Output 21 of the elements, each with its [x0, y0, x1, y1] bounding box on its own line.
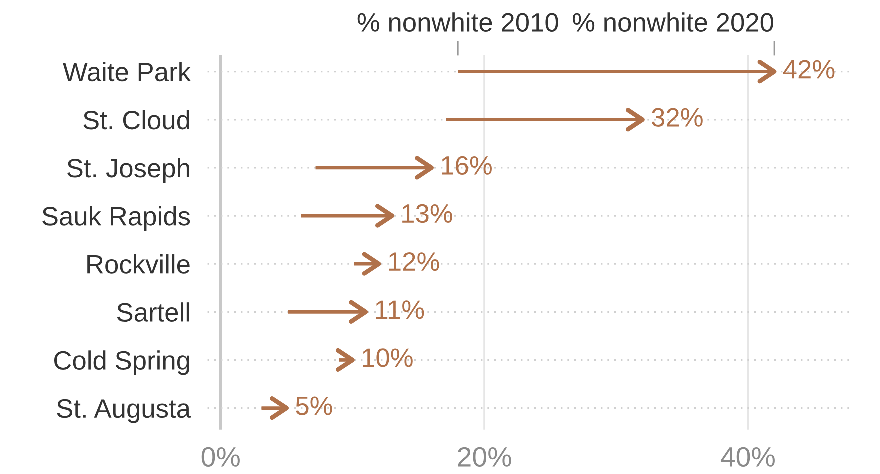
- x-tick-label: 40%: [720, 447, 775, 467]
- y-tick-label: Sartell: [117, 302, 190, 322]
- y-tick-label: Rockville: [88, 254, 190, 274]
- y-tick-label: Waite Park: [63, 62, 192, 82]
- text: % nonwhite 2010: [358, 12, 558, 32]
- data-label: 11%: [376, 300, 424, 320]
- y-tick-label: Sauk Rapids: [42, 206, 190, 232]
- y-tick-label: St. Joseph: [68, 158, 190, 183]
- data-label: 16%: [442, 156, 492, 176]
- data-label: 5%: [296, 396, 332, 416]
- text: % nonwhite 2020: [572, 12, 774, 32]
- x-tick-label: 0%: [202, 447, 240, 467]
- data-label: 42%: [783, 60, 835, 79]
- data-label: 10%: [363, 348, 413, 368]
- data-label: 13%: [402, 204, 452, 224]
- data-label: 12%: [389, 252, 440, 272]
- y-tick-label: Cold Spring: [54, 350, 190, 376]
- x-tick-label: 20%: [458, 447, 512, 467]
- data-label: 32%: [652, 108, 703, 127]
- y-tick-label: St. Augusta: [57, 399, 192, 424]
- y-tick-label: St. Cloud: [84, 110, 190, 130]
